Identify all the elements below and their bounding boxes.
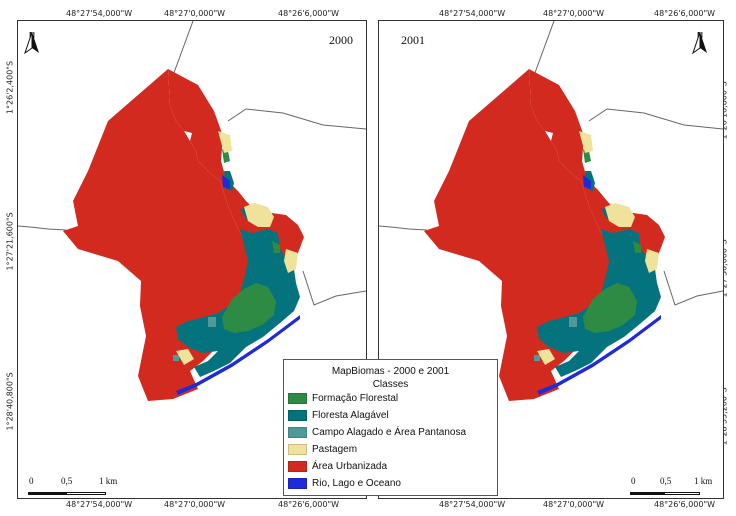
pasture-area — [579, 131, 593, 153]
flooded-field-area — [173, 355, 179, 361]
legend-item: Floresta Alagável — [284, 407, 497, 424]
forest-formation-area — [222, 283, 276, 333]
legend-item: Rio, Lago e Oceano — [284, 475, 497, 492]
north-arrow: N — [690, 31, 710, 55]
legend-item: Pastagem — [284, 441, 497, 458]
pasture-area — [605, 203, 635, 227]
map-legend: MapBiomas - 2000 e 2001 Classes Formação… — [283, 359, 498, 496]
legend-item-label: Formação Florestal — [312, 393, 399, 404]
left-coord-label: 1°27'21,600"S — [5, 212, 15, 271]
top-coord-label: 48°27'0,000"W — [543, 9, 605, 18]
pasture-area — [218, 131, 232, 153]
urban-area — [529, 69, 665, 283]
pasture-area — [537, 349, 555, 365]
scale-label-zero: 0 — [29, 476, 34, 486]
scale-bar-black — [28, 492, 66, 495]
boundary-outline — [379, 225, 428, 231]
boundary-outline — [18, 225, 67, 231]
legend-swatch — [288, 461, 307, 472]
legend-swatch — [288, 393, 307, 404]
bottom-coord-label: 48°27'0,000"W — [164, 500, 226, 509]
urban-area — [168, 69, 304, 283]
boundary-outline — [227, 108, 366, 130]
scale-label-one: 1 km — [694, 476, 713, 486]
water-area — [537, 315, 661, 395]
forest-formation-area — [583, 283, 637, 333]
flooded-field-area — [569, 317, 577, 327]
legend-swatch — [288, 427, 307, 438]
legend-item: Campo Alagado e Área Pantanosa — [284, 424, 497, 441]
scale-label-half: 0,5 — [660, 476, 672, 486]
legend-swatch — [288, 410, 307, 421]
top-coord-label: 48°27'54,000"W — [66, 9, 133, 18]
left-coord-label: 1°28'40,800"S — [5, 372, 15, 431]
legend-item-label: Floresta Alagável — [312, 410, 389, 421]
bottom-coord-label: 48°26'6,000"W — [278, 500, 340, 509]
scale-bar-white — [664, 492, 700, 495]
map-2000-svg — [18, 21, 366, 401]
top-coord-label: 48°27'0,000"W — [164, 9, 226, 18]
legend-title: MapBiomas - 2000 e 2001 — [331, 366, 450, 377]
scale-label-zero: 0 — [631, 476, 636, 486]
scale-bar: 0 0,5 1 km — [26, 476, 136, 498]
water-area — [222, 175, 230, 189]
boundary-outline — [663, 270, 723, 306]
legend-item-label: Campo Alagado e Área Pantanosa — [312, 427, 466, 438]
legend-subtitle: Classes — [372, 379, 409, 390]
north-arrow: N — [22, 31, 42, 55]
flooded-field-area — [208, 317, 216, 327]
top-coord-label: 48°27'54,000"W — [439, 9, 506, 18]
scale-bar-black — [630, 492, 664, 495]
year-label: 2001 — [401, 33, 425, 47]
legend-item: Área Urbanizada — [284, 458, 497, 475]
year-label: 2000 — [329, 33, 353, 47]
pasture-area — [645, 249, 659, 273]
legend-swatch — [288, 478, 307, 489]
north-arrow-icon — [692, 31, 707, 55]
pasture-area — [284, 249, 298, 273]
water-area — [583, 175, 591, 189]
scale-label-one: 1 km — [99, 476, 118, 486]
legend-swatch — [288, 444, 307, 455]
pasture-area — [176, 349, 194, 365]
legend-item: Formação Florestal — [284, 390, 497, 407]
legend-item-label: Pastagem — [312, 444, 358, 455]
legend-item-label: Rio, Lago e Oceano — [312, 478, 401, 489]
water-area — [176, 315, 300, 395]
flooded-field-area — [534, 355, 540, 361]
forest-formation-area — [272, 241, 280, 253]
scale-bar-white — [66, 492, 106, 495]
map-panel-2000: 2000 N 0 0,5 1 km — [17, 20, 367, 499]
boundary-outline — [588, 108, 723, 130]
map-2001-svg — [379, 21, 723, 401]
scale-bar: 0 0,5 1 km — [628, 476, 720, 498]
bottom-coord-label: 48°27'0,000"W — [543, 500, 605, 509]
bottom-coord-label: 48°27'54,000"W — [66, 500, 133, 509]
bottom-coord-label: 48°26'6,000"W — [654, 500, 716, 509]
scale-label-half: 0,5 — [61, 476, 73, 486]
top-coord-label: 48°26'6,000"W — [278, 9, 340, 18]
bottom-coord-label: 48°27'54,000"W — [439, 500, 506, 509]
pasture-area — [244, 203, 274, 227]
legend-item-label: Área Urbanizada — [312, 461, 388, 472]
forest-formation-area — [633, 241, 641, 253]
north-arrow-icon — [24, 31, 39, 55]
boundary-outline — [302, 270, 366, 306]
top-coord-label: 48°26'6,000"W — [654, 9, 716, 18]
left-coord-label: 1°26'2,400"S — [5, 60, 15, 115]
